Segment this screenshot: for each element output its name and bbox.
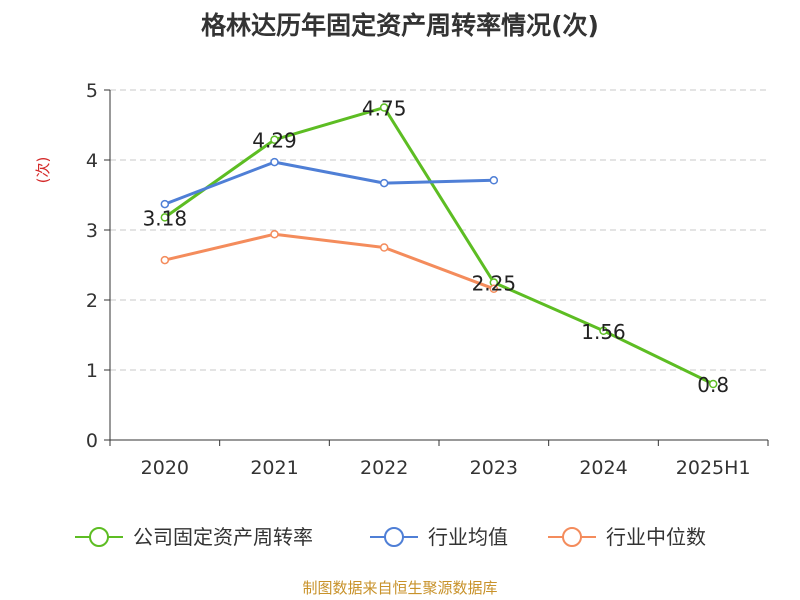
y-tick-label: 3 <box>86 220 98 242</box>
series-line <box>163 106 714 386</box>
y-tick-label: 5 <box>86 80 98 102</box>
y-axis-label: (次) <box>34 157 52 184</box>
data-label: 3.18 <box>143 206 188 230</box>
data-point <box>379 243 389 252</box>
x-tick-label: 2022 <box>360 457 408 479</box>
data-point <box>379 178 389 188</box>
data-label: 4.75 <box>362 97 407 121</box>
x-tick-label: 2025H1 <box>676 457 751 479</box>
legend-marker <box>384 527 404 547</box>
y-tick-label: 2 <box>86 290 98 312</box>
y-tick-label: 0 <box>86 430 98 452</box>
x-tick-label: 2024 <box>579 457 627 479</box>
legend-marker <box>89 527 109 547</box>
data-label: 1.56 <box>581 320 626 344</box>
data-point <box>599 326 608 336</box>
series-line <box>164 232 495 291</box>
data-point <box>489 176 499 185</box>
legend-marker <box>562 527 582 547</box>
data-point <box>270 135 279 144</box>
data-point <box>160 199 170 209</box>
data-label: 0.8 <box>697 373 729 397</box>
x-tick-label: 2023 <box>470 457 518 479</box>
data-point <box>489 284 499 294</box>
data-label: 4.29 <box>252 129 297 153</box>
data-point <box>160 255 170 265</box>
series-line <box>164 160 494 206</box>
data-point <box>270 229 279 239</box>
x-tick-label: 2020 <box>141 457 189 479</box>
y-tick-label: 1 <box>86 360 98 382</box>
data-point <box>160 213 170 222</box>
data-point <box>270 157 279 167</box>
legend-label: 行业中位数 <box>606 525 706 549</box>
chart-title: 格林达历年固定资产周转率情况(次) <box>201 11 599 40</box>
x-tick-label: 2021 <box>250 457 298 479</box>
data-point <box>708 379 718 389</box>
legend-label: 公司固定资产周转率 <box>133 525 313 549</box>
data-label: 2.25 <box>472 272 517 296</box>
data-point <box>379 103 389 112</box>
y-tick-label: 4 <box>86 150 98 172</box>
source-note: 制图数据来自恒生聚源数据库 <box>302 579 498 597</box>
legend-label: 行业均值 <box>428 525 508 549</box>
